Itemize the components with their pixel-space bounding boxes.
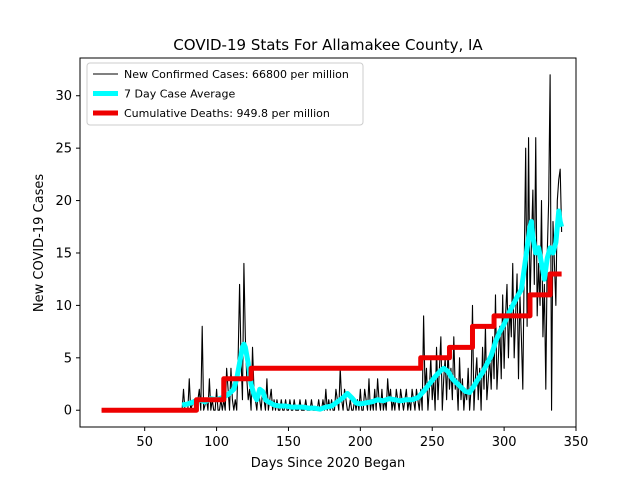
- x-tick-label: 250: [420, 435, 445, 450]
- y-tick-label: 15: [55, 246, 72, 261]
- plot-area: [79, 57, 577, 428]
- y-tick-label: 0: [64, 404, 72, 419]
- x-tick-label: 200: [348, 435, 373, 450]
- x-axis: 50 100 150 200 250 300 350: [136, 427, 588, 450]
- y-axis: 0 5 10 15 20 25 30: [55, 89, 80, 419]
- y-tick-label: 25: [55, 142, 72, 157]
- plot-frame: [79, 57, 577, 428]
- x-tick-label: 150: [276, 435, 301, 450]
- y-tick-label: 5: [64, 351, 72, 366]
- y-tick-label: 10: [55, 299, 72, 314]
- y-tick-label: 20: [55, 194, 72, 209]
- x-tick-label: 100: [204, 435, 229, 450]
- x-axis-label: Days Since 2020 Began: [251, 456, 406, 471]
- series-line-3: [101, 271, 562, 413]
- series-line-2: [181, 208, 565, 412]
- y-tick-label: 30: [55, 89, 72, 104]
- legend-label-1: New Confirmed Cases: 66800 per million: [124, 68, 349, 81]
- x-tick-label: 300: [492, 435, 517, 450]
- x-tick-label: 350: [564, 435, 589, 450]
- x-tick-label: 50: [136, 435, 153, 450]
- legend-box: [86, 62, 364, 126]
- series-layer: [101, 74, 565, 413]
- chart-title: COVID-19 Stats For Allamakee County, IA: [173, 36, 483, 54]
- legend: New Confirmed Cases: 66800 per million 7 …: [86, 62, 364, 126]
- y-axis-label: New COVID-19 Cases: [32, 174, 47, 312]
- legend-label-3: Cumulative Deaths: 949.8 per million: [124, 107, 330, 120]
- legend-label-2: 7 Day Case Average: [124, 88, 236, 101]
